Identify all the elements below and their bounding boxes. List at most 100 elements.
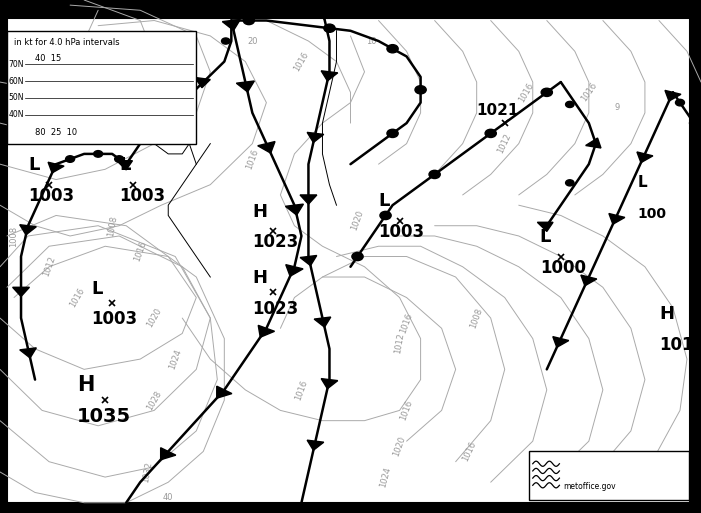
- Text: 1020: 1020: [350, 209, 365, 232]
- Text: H: H: [659, 305, 674, 323]
- Polygon shape: [581, 275, 597, 286]
- Polygon shape: [553, 337, 569, 347]
- Circle shape: [387, 129, 398, 137]
- Polygon shape: [258, 142, 275, 153]
- Circle shape: [566, 180, 574, 186]
- Text: 1012: 1012: [393, 332, 406, 355]
- Polygon shape: [314, 9, 331, 19]
- Circle shape: [380, 211, 391, 220]
- Text: 1003: 1003: [28, 187, 74, 205]
- Text: 1008: 1008: [469, 307, 484, 329]
- Text: L: L: [379, 192, 390, 210]
- Text: L: L: [28, 156, 39, 174]
- Text: 1016: 1016: [294, 379, 309, 401]
- Polygon shape: [20, 348, 36, 358]
- Circle shape: [541, 88, 552, 96]
- Circle shape: [66, 156, 74, 162]
- Text: 1000: 1000: [540, 259, 586, 277]
- Text: 80  25  10: 80 25 10: [35, 128, 77, 137]
- Text: metoffice.gov: metoffice.gov: [563, 482, 615, 491]
- Circle shape: [243, 16, 254, 25]
- Polygon shape: [258, 325, 275, 337]
- Text: 1008: 1008: [106, 214, 118, 237]
- Text: 100: 100: [638, 207, 667, 221]
- Text: 1016: 1016: [579, 81, 599, 104]
- Circle shape: [387, 45, 398, 53]
- Text: 1016: 1016: [68, 286, 86, 309]
- Circle shape: [222, 38, 230, 44]
- Text: 1023: 1023: [252, 300, 299, 318]
- Text: 1012: 1012: [41, 255, 57, 278]
- Text: L: L: [540, 228, 551, 246]
- Polygon shape: [637, 152, 653, 163]
- Text: 1024: 1024: [379, 466, 393, 488]
- Text: 60N: 60N: [8, 76, 24, 86]
- Polygon shape: [314, 317, 331, 327]
- Polygon shape: [48, 162, 64, 173]
- Text: 1016: 1016: [245, 148, 260, 170]
- Text: H: H: [77, 375, 95, 395]
- Text: 1016: 1016: [132, 240, 148, 263]
- FancyBboxPatch shape: [7, 18, 690, 503]
- Polygon shape: [13, 287, 29, 297]
- Polygon shape: [117, 161, 132, 170]
- Text: 1020: 1020: [392, 435, 407, 458]
- Text: 20: 20: [247, 36, 257, 46]
- Circle shape: [415, 86, 426, 94]
- Polygon shape: [300, 255, 317, 266]
- Circle shape: [429, 170, 440, 179]
- Circle shape: [153, 117, 161, 124]
- Circle shape: [690, 120, 698, 126]
- Polygon shape: [161, 448, 176, 460]
- Circle shape: [115, 156, 123, 162]
- Text: L: L: [638, 175, 648, 190]
- Text: 1003: 1003: [119, 187, 165, 205]
- Polygon shape: [307, 440, 324, 450]
- Text: 101: 101: [659, 336, 693, 354]
- Polygon shape: [20, 225, 36, 235]
- Polygon shape: [307, 132, 324, 143]
- Circle shape: [676, 100, 684, 106]
- Text: 1003: 1003: [91, 310, 137, 328]
- Text: 1024: 1024: [168, 348, 183, 370]
- Text: 1035: 1035: [77, 407, 131, 426]
- Text: 1016: 1016: [399, 399, 414, 422]
- Text: H: H: [252, 269, 267, 287]
- Circle shape: [94, 151, 102, 157]
- Text: 70N: 70N: [8, 60, 24, 69]
- Polygon shape: [538, 222, 553, 231]
- Text: 1016: 1016: [292, 50, 311, 73]
- Text: 1020: 1020: [145, 307, 163, 329]
- Polygon shape: [665, 90, 681, 101]
- Text: H: H: [252, 203, 267, 221]
- Circle shape: [566, 102, 574, 108]
- Text: 40N: 40N: [8, 110, 24, 120]
- Text: 1032: 1032: [141, 461, 154, 483]
- Text: L: L: [91, 280, 102, 298]
- Polygon shape: [585, 138, 601, 148]
- Polygon shape: [236, 81, 254, 92]
- Polygon shape: [609, 213, 625, 224]
- Circle shape: [485, 129, 496, 137]
- Circle shape: [352, 252, 363, 261]
- Text: 9: 9: [614, 103, 620, 112]
- Text: 10: 10: [367, 36, 376, 46]
- Polygon shape: [285, 204, 304, 215]
- Polygon shape: [321, 379, 338, 389]
- Text: 1023: 1023: [252, 233, 299, 251]
- Text: in kt for 4.0 hPa intervals: in kt for 4.0 hPa intervals: [14, 38, 120, 48]
- Text: 1008: 1008: [10, 225, 18, 247]
- Text: 1016: 1016: [461, 440, 478, 463]
- FancyBboxPatch shape: [529, 451, 689, 500]
- Polygon shape: [286, 265, 303, 276]
- Text: 40: 40: [86, 36, 96, 46]
- Polygon shape: [300, 195, 317, 204]
- FancyBboxPatch shape: [7, 31, 196, 144]
- Text: 40: 40: [163, 493, 173, 502]
- Text: 1016: 1016: [517, 81, 535, 104]
- Text: 1016: 1016: [399, 312, 414, 334]
- Text: 1012: 1012: [496, 132, 513, 155]
- Text: 50N: 50N: [8, 93, 24, 103]
- Text: 1003: 1003: [379, 223, 425, 241]
- Polygon shape: [222, 19, 240, 30]
